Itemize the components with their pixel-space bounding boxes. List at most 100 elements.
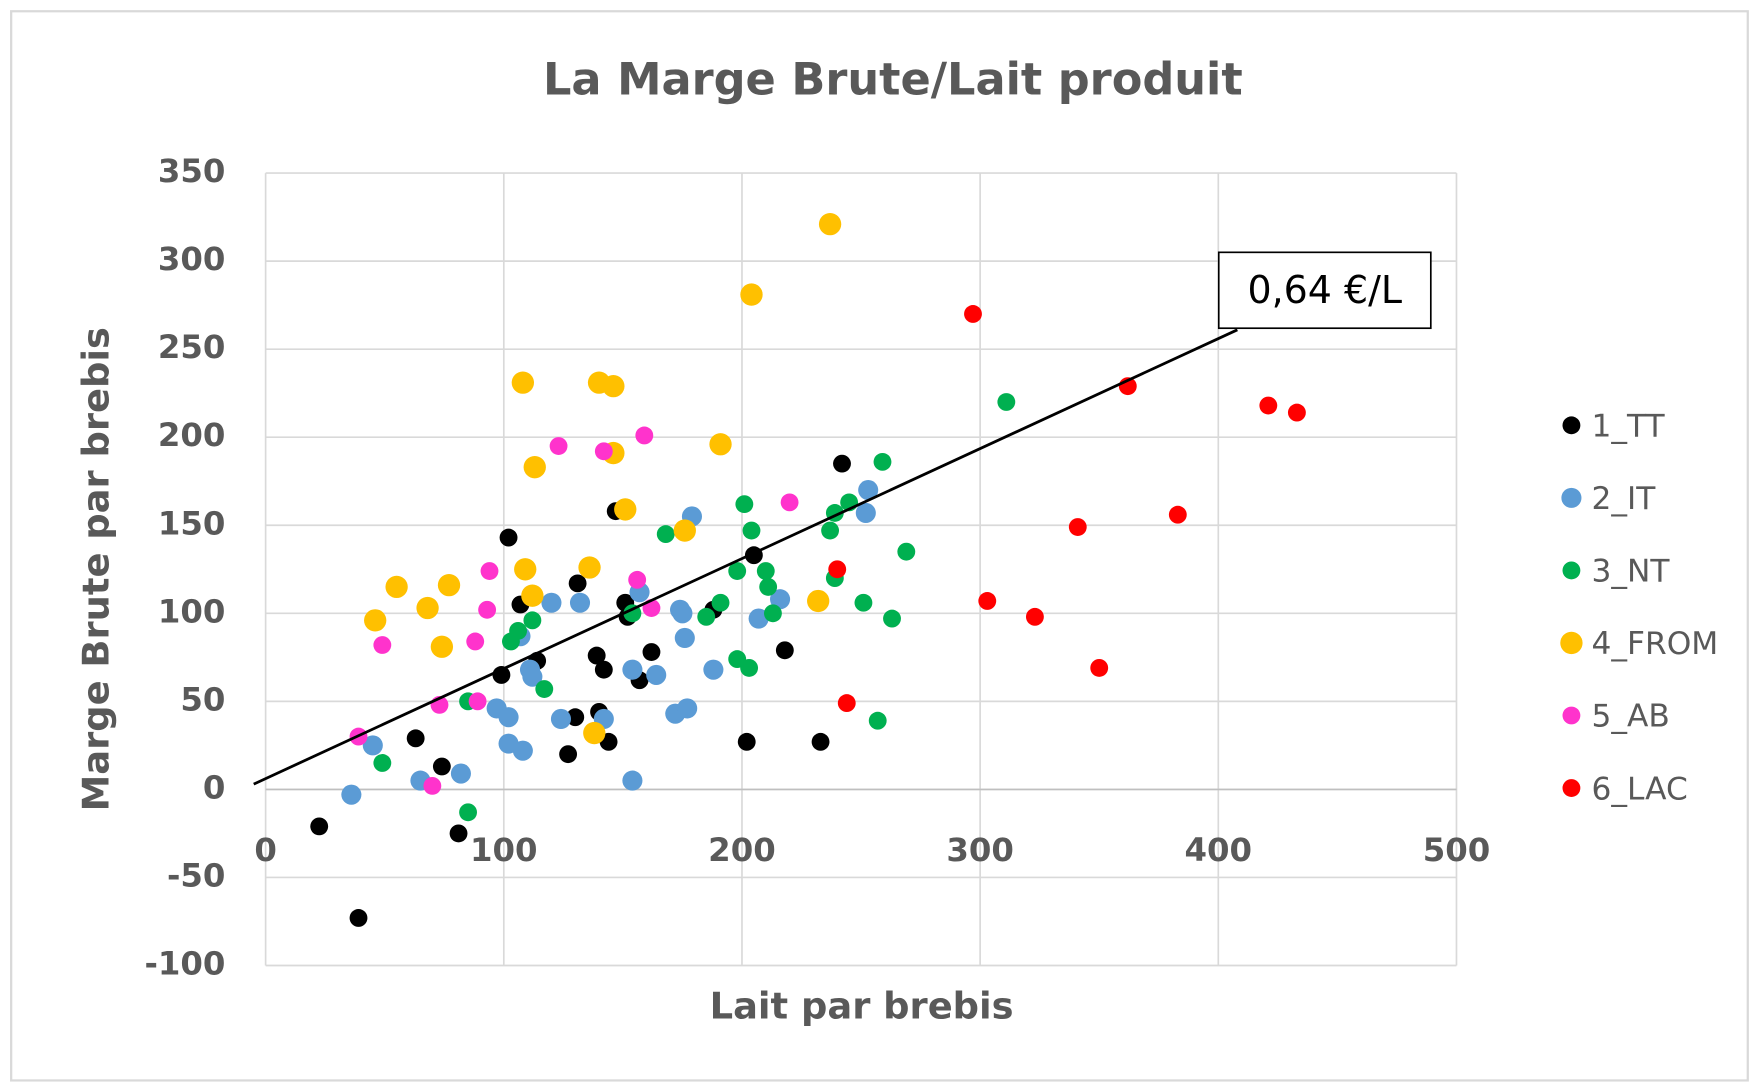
data-point <box>828 560 847 579</box>
x-tick-label: 100 <box>470 831 538 869</box>
data-point <box>1025 607 1044 626</box>
data-point <box>697 607 716 626</box>
y-tick-label: 150 <box>158 504 226 542</box>
legend-label: 5_AB <box>1592 699 1670 735</box>
data-point <box>349 909 368 927</box>
y-tick-label: 350 <box>158 152 226 190</box>
data-point <box>535 680 554 698</box>
data-point <box>672 603 693 624</box>
data-point <box>512 740 533 761</box>
data-point <box>362 735 383 756</box>
data-point <box>656 525 675 543</box>
data-point <box>703 659 724 680</box>
data-point <box>821 521 840 540</box>
data-point <box>406 729 425 748</box>
legend-marker <box>1562 416 1581 435</box>
data-point <box>437 573 461 597</box>
data-point <box>478 600 497 619</box>
data-point <box>1168 505 1187 524</box>
legend-marker <box>1561 487 1582 508</box>
data-point <box>674 627 695 649</box>
data-point <box>770 589 791 610</box>
data-point <box>310 817 329 836</box>
data-point <box>511 371 535 394</box>
data-point <box>807 589 830 613</box>
y-tick-label: -100 <box>144 944 225 982</box>
x-tick-label: 300 <box>946 831 1014 869</box>
data-point <box>854 593 873 612</box>
legend-marker <box>1562 779 1581 797</box>
data-point <box>623 604 642 623</box>
data-point <box>583 721 606 745</box>
data-point <box>432 757 451 776</box>
data-point <box>385 575 408 599</box>
data-point <box>569 592 591 613</box>
x-tick-label: 200 <box>708 831 776 869</box>
data-point <box>373 754 392 772</box>
legend-label: 3_NT <box>1592 554 1671 590</box>
legend-marker <box>1562 706 1581 725</box>
data-point <box>677 698 698 719</box>
data-point <box>855 502 876 523</box>
data-point <box>628 570 647 589</box>
data-point <box>566 708 585 727</box>
data-point <box>550 708 571 730</box>
data-point <box>568 574 587 593</box>
data-point <box>466 632 485 651</box>
data-point <box>811 732 830 751</box>
data-point <box>728 562 747 580</box>
legend-label: 4_FROM <box>1592 626 1719 662</box>
x-tick-label: 500 <box>1423 831 1491 869</box>
data-point <box>450 763 471 784</box>
data-point <box>416 596 439 620</box>
data-point <box>523 611 542 630</box>
chart-title: La Marge Brute/Lait produit <box>543 54 1243 106</box>
data-point <box>759 577 778 596</box>
data-point <box>897 542 916 561</box>
annotation: 0,64 €/L <box>1247 268 1402 312</box>
data-point <box>602 374 625 398</box>
marks: 0,64 €/L <box>253 212 1432 927</box>
x-tick-label: 0 <box>254 831 277 869</box>
data-point <box>997 393 1016 411</box>
data-point <box>541 592 562 613</box>
data-point <box>742 521 761 540</box>
annotation-box <box>1217 251 1432 330</box>
legend: 1_TT 2_IT 3_NT 4_FROM 5_AB 6_LAC <box>1560 409 1719 807</box>
data-point <box>964 305 982 323</box>
y-tick-label: 50 <box>180 680 225 718</box>
data-point <box>522 666 543 687</box>
data-point <box>740 283 763 306</box>
data-point <box>873 452 892 471</box>
data-point <box>775 641 794 660</box>
data-point <box>1287 403 1306 422</box>
legend-marker <box>1560 631 1583 655</box>
data-point <box>1090 658 1109 677</box>
y-tick-label: 200 <box>158 416 226 454</box>
data-point <box>780 493 799 512</box>
data-point <box>673 519 696 542</box>
data-point <box>514 558 537 581</box>
y-tick-label: -50 <box>167 856 225 894</box>
y-axis-label: Marge Brute par brebis <box>75 327 118 811</box>
y-tick-label: 100 <box>158 592 226 630</box>
data-point <box>1259 396 1278 415</box>
data-point <box>737 732 756 751</box>
data-point <box>735 495 754 514</box>
data-point <box>711 593 730 612</box>
data-point <box>868 711 887 730</box>
data-point <box>756 562 775 580</box>
data-point <box>594 660 613 679</box>
data-point <box>578 556 601 579</box>
data-point <box>498 707 519 728</box>
data-point <box>430 635 454 658</box>
data-point <box>858 480 879 501</box>
data-point <box>622 659 643 680</box>
y-tick-label: 300 <box>158 240 226 278</box>
data-point <box>549 437 568 455</box>
x-axis-label: Lait par brebis <box>710 984 1014 1027</box>
data-point <box>837 694 856 713</box>
legend-label: 1_TT <box>1592 409 1666 445</box>
data-point <box>594 442 613 461</box>
